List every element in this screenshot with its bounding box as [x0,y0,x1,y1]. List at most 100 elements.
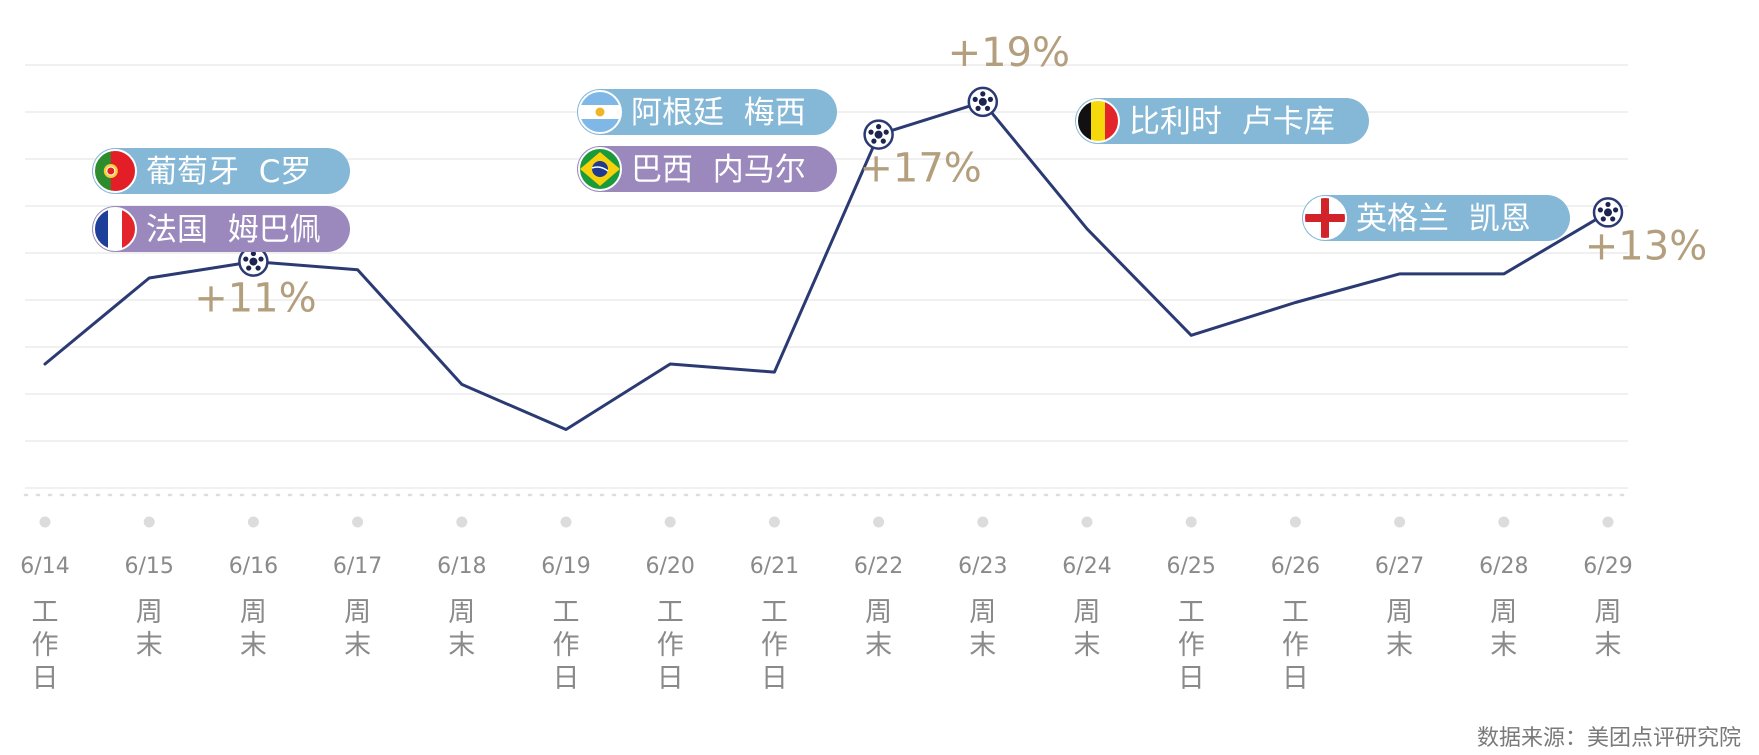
x-tick-dot [143,516,155,528]
team-label-text: 巴西 内马尔 [631,152,806,188]
x-tick-label: 6/18 [437,554,486,579]
x-tick-dot [977,516,989,528]
day-type-label: 工 [1178,597,1205,628]
x-tick-label: 6/21 [750,554,799,579]
team-label-text: 英格兰 凯恩 [1356,201,1531,237]
brazil-flag-icon [578,147,622,191]
peak-markers: +11% +17% +19% +13% [194,30,1707,322]
x-tick-dot [768,516,780,528]
team-label-text: 法国 姆巴佩 [146,212,321,248]
day-type-label: 作 [761,630,788,661]
team-label: 阿根廷 梅西 [577,89,837,135]
day-type-label: 周 [969,597,996,628]
team-label: 法国 姆巴佩 [92,206,350,252]
day-type-label: 日 [32,663,59,694]
x-tick-dot [352,516,364,528]
team-label: 英格兰 凯恩 [1302,195,1570,241]
x-tick-label: 6/22 [854,554,903,579]
day-type-label: 作 [32,630,59,661]
x-tick-dot [1081,516,1093,528]
x-tick-dot [873,516,885,528]
day-type-label: 周 [136,597,163,628]
day-type-label: 工 [657,597,684,628]
x-axis-ticks: 6/14 工作日 6/15 周末 6/16 周末 6/17 周末 6/18 周末 6/19 工作日 6/… [20,516,1633,694]
percent-label: +17% [859,146,981,192]
x-tick-label: 6/20 [645,554,694,579]
x-tick-label: 6/25 [1166,554,1215,579]
day-type-label: 周 [865,597,892,628]
day-type-label: 日 [1282,663,1309,694]
percent-label: +13% [1585,223,1707,269]
team-label-text: 阿根廷 梅西 [631,95,806,131]
soccer-ball-icon [863,119,894,150]
team-label-text: 比利时 卢卡库 [1129,104,1335,140]
x-tick-label: 6/15 [124,554,173,579]
x-tick-label: 6/29 [1583,554,1632,579]
source-note: 数据来源：美团点评研究院 [1476,726,1741,751]
day-type-label: 末 [1490,630,1517,661]
x-tick-label: 6/23 [958,554,1007,579]
day-type-label: 作 [657,630,684,661]
x-tick-label: 6/24 [1062,554,1111,579]
day-type-label: 末 [865,630,892,661]
day-type-label: 末 [240,630,267,661]
x-tick-dot [1185,516,1197,528]
day-type-label: 作 [1282,630,1309,661]
day-type-label: 末 [969,630,996,661]
x-tick-label: 6/26 [1271,554,1320,579]
day-type-label: 工 [1282,597,1309,628]
day-type-label: 日 [1178,663,1205,694]
day-type-label: 周 [344,597,371,628]
day-type-label: 工 [32,597,59,628]
day-type-label: 日 [657,663,684,694]
england-flag-icon [1303,196,1347,240]
day-type-label: 周 [1074,597,1101,628]
x-tick-label: 6/19 [541,554,590,579]
day-type-label: 工 [553,597,580,628]
team-label: 巴西 内马尔 [577,146,837,192]
soccer-ball-icon [967,86,999,118]
day-type-label: 作 [1178,630,1205,661]
x-tick-label: 6/16 [229,554,278,579]
day-type-label: 周 [240,597,267,628]
x-tick-dot [1498,516,1510,528]
day-type-label: 末 [1595,630,1622,661]
x-tick-label: 6/28 [1479,554,1528,579]
day-type-label: 周 [1490,597,1517,628]
x-tick-dot [39,516,51,528]
x-tick-dot [247,516,259,528]
day-type-label: 末 [1074,630,1101,661]
team-label: 葡萄牙 C罗 [92,148,350,194]
series-line-path [43,100,1610,431]
day-type-label: 末 [448,630,475,661]
x-tick-dot [560,516,572,528]
x-tick-label: 6/14 [20,554,69,579]
day-type-label: 末 [344,630,371,661]
team-label-text: 葡萄牙 C罗 [146,154,311,190]
day-type-label: 日 [761,663,788,694]
belgium-flag-icon [1076,99,1120,143]
x-tick-label: 6/17 [333,554,382,579]
france-flag-icon [93,207,137,251]
series-line [43,100,1610,431]
day-type-label: 日 [553,663,580,694]
argentina-flag-icon [578,90,622,134]
day-type-label: 作 [553,630,580,661]
day-type-label: 工 [761,597,788,628]
day-type-label: 末 [136,630,163,661]
x-tick-dot [456,516,468,528]
portugal-flag-icon [93,149,137,193]
x-tick-dot [1289,516,1301,528]
day-type-label: 周 [1595,597,1622,628]
x-tick-dot [1602,516,1614,528]
x-tick-dot [1394,516,1406,528]
percent-label: +11% [194,276,316,322]
soccer-ball-icon [1592,197,1624,228]
day-type-label: 末 [1386,630,1413,661]
day-type-label: 周 [1386,597,1413,628]
day-type-label: 周 [448,597,475,628]
x-tick-label: 6/27 [1375,554,1424,579]
team-label: 比利时 卢卡库 [1075,98,1369,144]
